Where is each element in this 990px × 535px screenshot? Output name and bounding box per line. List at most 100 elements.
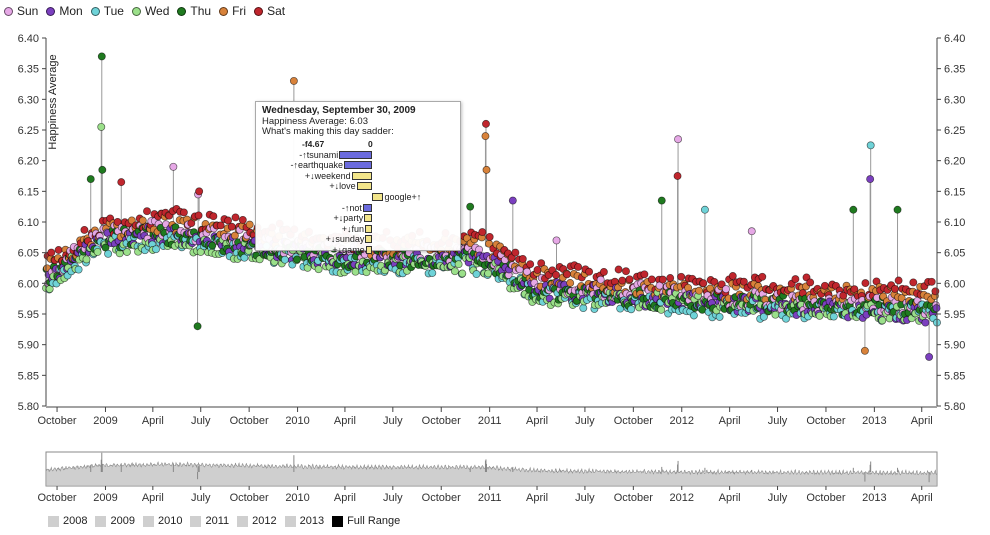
day-point-tue[interactable] [689,311,698,320]
day-point-tue[interactable] [74,265,83,274]
day-point-fri[interactable] [138,216,147,225]
day-point-wed[interactable] [450,267,459,276]
day-point-sat[interactable] [791,275,800,284]
day-point-sat[interactable] [194,211,203,220]
day-point-sat[interactable] [658,275,667,284]
day-point-sat[interactable] [585,267,594,276]
day-point-wed[interactable] [484,269,493,278]
day-point-fri[interactable] [245,220,254,229]
day-point-sat[interactable] [533,265,542,274]
range-button-full-range[interactable]: Full Range [332,515,400,527]
day-point-wed[interactable] [82,255,91,264]
day-point-sat[interactable] [861,279,870,288]
day-point-mon[interactable] [921,318,930,327]
day-point-sat[interactable] [699,279,708,288]
day-point-wed[interactable] [454,260,463,269]
day-point-sat[interactable] [216,221,225,230]
day-point-tue[interactable] [240,253,249,262]
day-point-sat[interactable] [54,246,63,254]
day-point-sat[interactable] [80,225,89,234]
day-point-thu[interactable] [208,241,217,250]
day-point-wed[interactable] [771,310,780,319]
day-point-sat[interactable] [511,248,520,257]
day-point-tue[interactable] [579,304,588,313]
legend-item-mon[interactable]: Mon [46,4,83,18]
day-point-tue[interactable] [627,305,636,314]
day-point-wed[interactable] [878,316,887,325]
spike-point-sat[interactable] [482,119,490,128]
day-point-sat[interactable] [758,272,767,281]
day-point-sat[interactable] [820,281,829,290]
day-point-sat[interactable] [224,216,233,225]
day-point-sat[interactable] [227,222,236,231]
day-point-sat[interactable] [640,270,649,279]
range-button-2012[interactable]: 2012 [237,515,277,527]
spike-point-mon[interactable] [508,196,517,205]
day-point-sat[interactable] [231,213,240,222]
spike-point-sun[interactable] [169,162,178,171]
range-button-2011[interactable]: 2011 [190,515,229,527]
day-point-sat[interactable] [238,215,247,224]
spike-point-fri[interactable] [860,346,869,355]
day-point-sun[interactable] [523,267,531,276]
day-point-wed[interactable] [93,247,102,256]
legend-item-sun[interactable]: Sun [4,4,38,18]
day-point-sat[interactable] [666,274,675,282]
day-point-sat[interactable] [909,278,918,287]
day-point-tue[interactable] [152,245,160,254]
day-point-sat[interactable] [209,212,218,221]
day-point-sat[interactable] [478,228,487,237]
day-point-sat[interactable] [894,276,903,285]
day-point-sat[interactable] [728,272,737,280]
day-point-tue[interactable] [428,269,437,277]
day-point-wed[interactable] [657,305,666,314]
day-point-sun[interactable] [596,275,605,284]
day-point-tue[interactable] [472,270,481,279]
spike-point-sun[interactable] [747,227,756,236]
legend-item-tue[interactable]: Tue [90,4,124,18]
range-button-2013[interactable]: 2013 [284,515,324,527]
day-point-sat[interactable] [677,272,686,281]
day-point-tue[interactable] [104,249,113,258]
day-point-wed[interactable] [123,248,131,256]
range-button-2008[interactable]: 2008 [48,515,87,527]
day-point-sun[interactable] [722,285,730,294]
day-point-sat[interactable] [739,277,748,286]
day-point-sat[interactable] [890,284,899,293]
spike-point-fri[interactable] [482,165,491,174]
day-point-sat[interactable] [47,248,56,257]
spike-point-thu[interactable] [193,322,202,331]
range-button-2010[interactable]: 2010 [142,515,182,527]
day-point-tue[interactable] [759,312,768,321]
spike-point-thu[interactable] [466,202,475,211]
spike-point-sat[interactable] [673,172,682,180]
day-point-sat[interactable] [839,291,848,300]
spike-point-fri[interactable] [289,76,298,85]
day-point-sat[interactable] [526,260,535,269]
legend-item-sat[interactable]: Sat [254,4,285,18]
day-point-sat[interactable] [574,262,583,271]
spike-point-wed[interactable] [97,122,106,131]
day-point-sat[interactable] [622,267,630,276]
day-point-sat[interactable] [485,232,494,241]
day-point-sat[interactable] [927,277,936,286]
day-point-tue[interactable] [782,314,790,323]
spike-point-thu[interactable] [98,165,107,174]
day-point-wed[interactable] [458,269,467,278]
spike-point-fri[interactable] [481,132,490,141]
day-point-sat[interactable] [931,287,940,296]
legend-item-fri[interactable]: Fri [219,4,246,18]
spike-point-mon[interactable] [925,352,934,361]
spike-point-sat[interactable] [117,178,126,187]
day-point-sat[interactable] [647,275,656,284]
day-point-sat[interactable] [552,270,560,279]
legend-item-wed[interactable]: Wed [131,4,169,18]
day-point-fri[interactable] [897,294,906,303]
spike-point-thu[interactable] [86,175,95,184]
spike-point-thu[interactable] [97,52,106,61]
spike-point-thu[interactable] [657,196,666,205]
spike-point-sat[interactable] [195,187,204,196]
day-point-sat[interactable] [563,270,571,279]
overview-brush[interactable]: October 2009 April July October 2010 April July… [37,451,938,504]
spike-point-sun[interactable] [674,135,683,144]
